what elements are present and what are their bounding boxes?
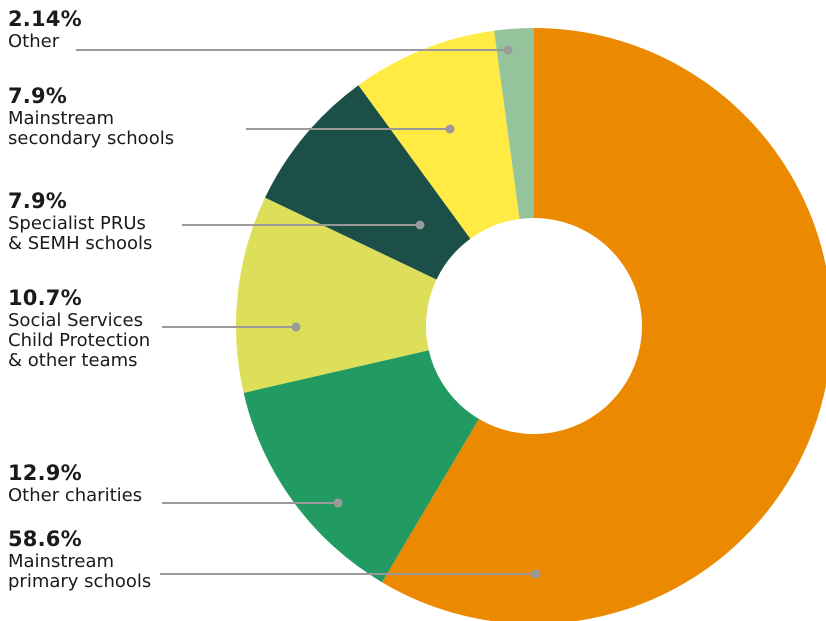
slice-social-services bbox=[236, 197, 437, 393]
leader-dot bbox=[291, 322, 301, 332]
label-specialist-prus: 7.9% Specialist PRUs & SEMH schools bbox=[8, 189, 153, 255]
label-social-services: 10.7% Social Services Child Protection &… bbox=[8, 286, 151, 372]
leader-dot bbox=[445, 124, 455, 134]
label-mainstream-secondary: 7.9% Mainstream secondary schools bbox=[8, 84, 175, 150]
label-other-charities: 12.9% Other charities bbox=[8, 461, 143, 506]
leader-dot bbox=[415, 220, 425, 230]
leader-dot bbox=[531, 569, 541, 579]
slice-other-charities bbox=[243, 350, 479, 583]
slice-value-label: 10.7% bbox=[8, 286, 82, 310]
slices-group bbox=[236, 28, 826, 621]
label-other: 2.14% Other bbox=[8, 7, 82, 52]
slice-name-label: Other bbox=[8, 30, 60, 52]
slice-name-label: Mainstream primary schools bbox=[8, 550, 152, 593]
slice-mainstream-secondary bbox=[358, 30, 520, 239]
slice-name-label: Specialist PRUs & SEMH schools bbox=[8, 212, 153, 255]
slice-name-label: Other charities bbox=[8, 484, 143, 506]
leader-dot bbox=[333, 498, 343, 508]
slice-value-label: 7.9% bbox=[8, 84, 68, 108]
slice-value-label: 7.9% bbox=[8, 189, 68, 213]
slice-value-label: 58.6% bbox=[8, 527, 82, 551]
slice-value-label: 2.14% bbox=[8, 7, 82, 31]
slice-name-label: Mainstream secondary schools bbox=[8, 107, 175, 150]
leader-dot bbox=[503, 45, 513, 55]
leader-lines-group bbox=[76, 45, 541, 579]
slice-other bbox=[494, 28, 534, 219]
slice-name-label: Social Services Child Protection & other… bbox=[8, 309, 151, 372]
label-mainstream-primary: 58.6% Mainstream primary schools bbox=[8, 527, 152, 593]
slice-value-label: 12.9% bbox=[8, 461, 82, 485]
slice-specialist-prus bbox=[265, 85, 471, 280]
slice-mainstream-primary bbox=[382, 28, 826, 621]
